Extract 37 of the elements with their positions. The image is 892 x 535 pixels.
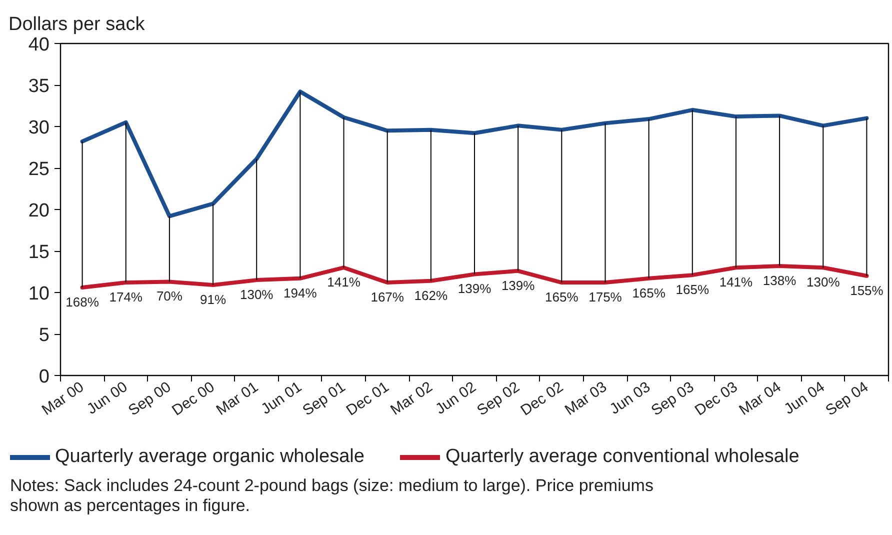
annotation: 139% bbox=[458, 281, 492, 296]
annotation: 167% bbox=[370, 290, 404, 305]
y-tick-label: 20 bbox=[28, 200, 50, 222]
y-tick-label: 10 bbox=[28, 284, 50, 304]
legend-label: Quarterly average organic wholesale bbox=[55, 446, 364, 468]
annotation: 130% bbox=[806, 274, 840, 290]
text: Notes: Sack includes 24-count 2-pound bags (size: medium to large). Price premiums shown as percentages in figure. bbox=[10, 476, 654, 516]
y-tick-label: 35 bbox=[28, 76, 50, 97]
annotation: 165% bbox=[676, 282, 710, 298]
y-tick-label: 30 bbox=[28, 118, 50, 138]
annotation: 168% bbox=[66, 294, 100, 310]
legend-label: Quarterly average conventional wholesale bbox=[445, 446, 800, 468]
x-tick-label: Mar 04 bbox=[736, 378, 784, 419]
annotation: 141% bbox=[719, 274, 754, 290]
annotation: 174% bbox=[109, 290, 143, 305]
annotation: 138% bbox=[762, 272, 797, 288]
annotation: 175% bbox=[588, 290, 622, 305]
y-tick-label: 25 bbox=[28, 159, 50, 180]
annotation: 155% bbox=[850, 282, 884, 298]
x-tick-label: Mar 02 bbox=[388, 378, 436, 419]
annotation: 141% bbox=[327, 274, 361, 290]
annotation: 165% bbox=[545, 290, 579, 305]
annotation: 194% bbox=[284, 285, 318, 300]
y-tick-label: 40 bbox=[28, 34, 50, 56]
y-tick-label: 0 bbox=[38, 366, 50, 388]
annotation: 70% bbox=[156, 288, 183, 304]
y-axis-title: Dollars per sack bbox=[8, 14, 146, 35]
annotation: 130% bbox=[240, 287, 274, 302]
x-tick-label: Sep 04 bbox=[822, 378, 872, 420]
line-series bbox=[80, 90, 869, 218]
annotation: 91% bbox=[200, 292, 226, 308]
annotation: 165% bbox=[632, 285, 666, 300]
y-tick-label: 15 bbox=[28, 242, 50, 263]
x-tick-label: Mar 01 bbox=[213, 378, 262, 419]
annotation: 139% bbox=[501, 278, 536, 293]
y-tick-label: 5 bbox=[38, 325, 50, 346]
annotation: 162% bbox=[414, 288, 448, 303]
